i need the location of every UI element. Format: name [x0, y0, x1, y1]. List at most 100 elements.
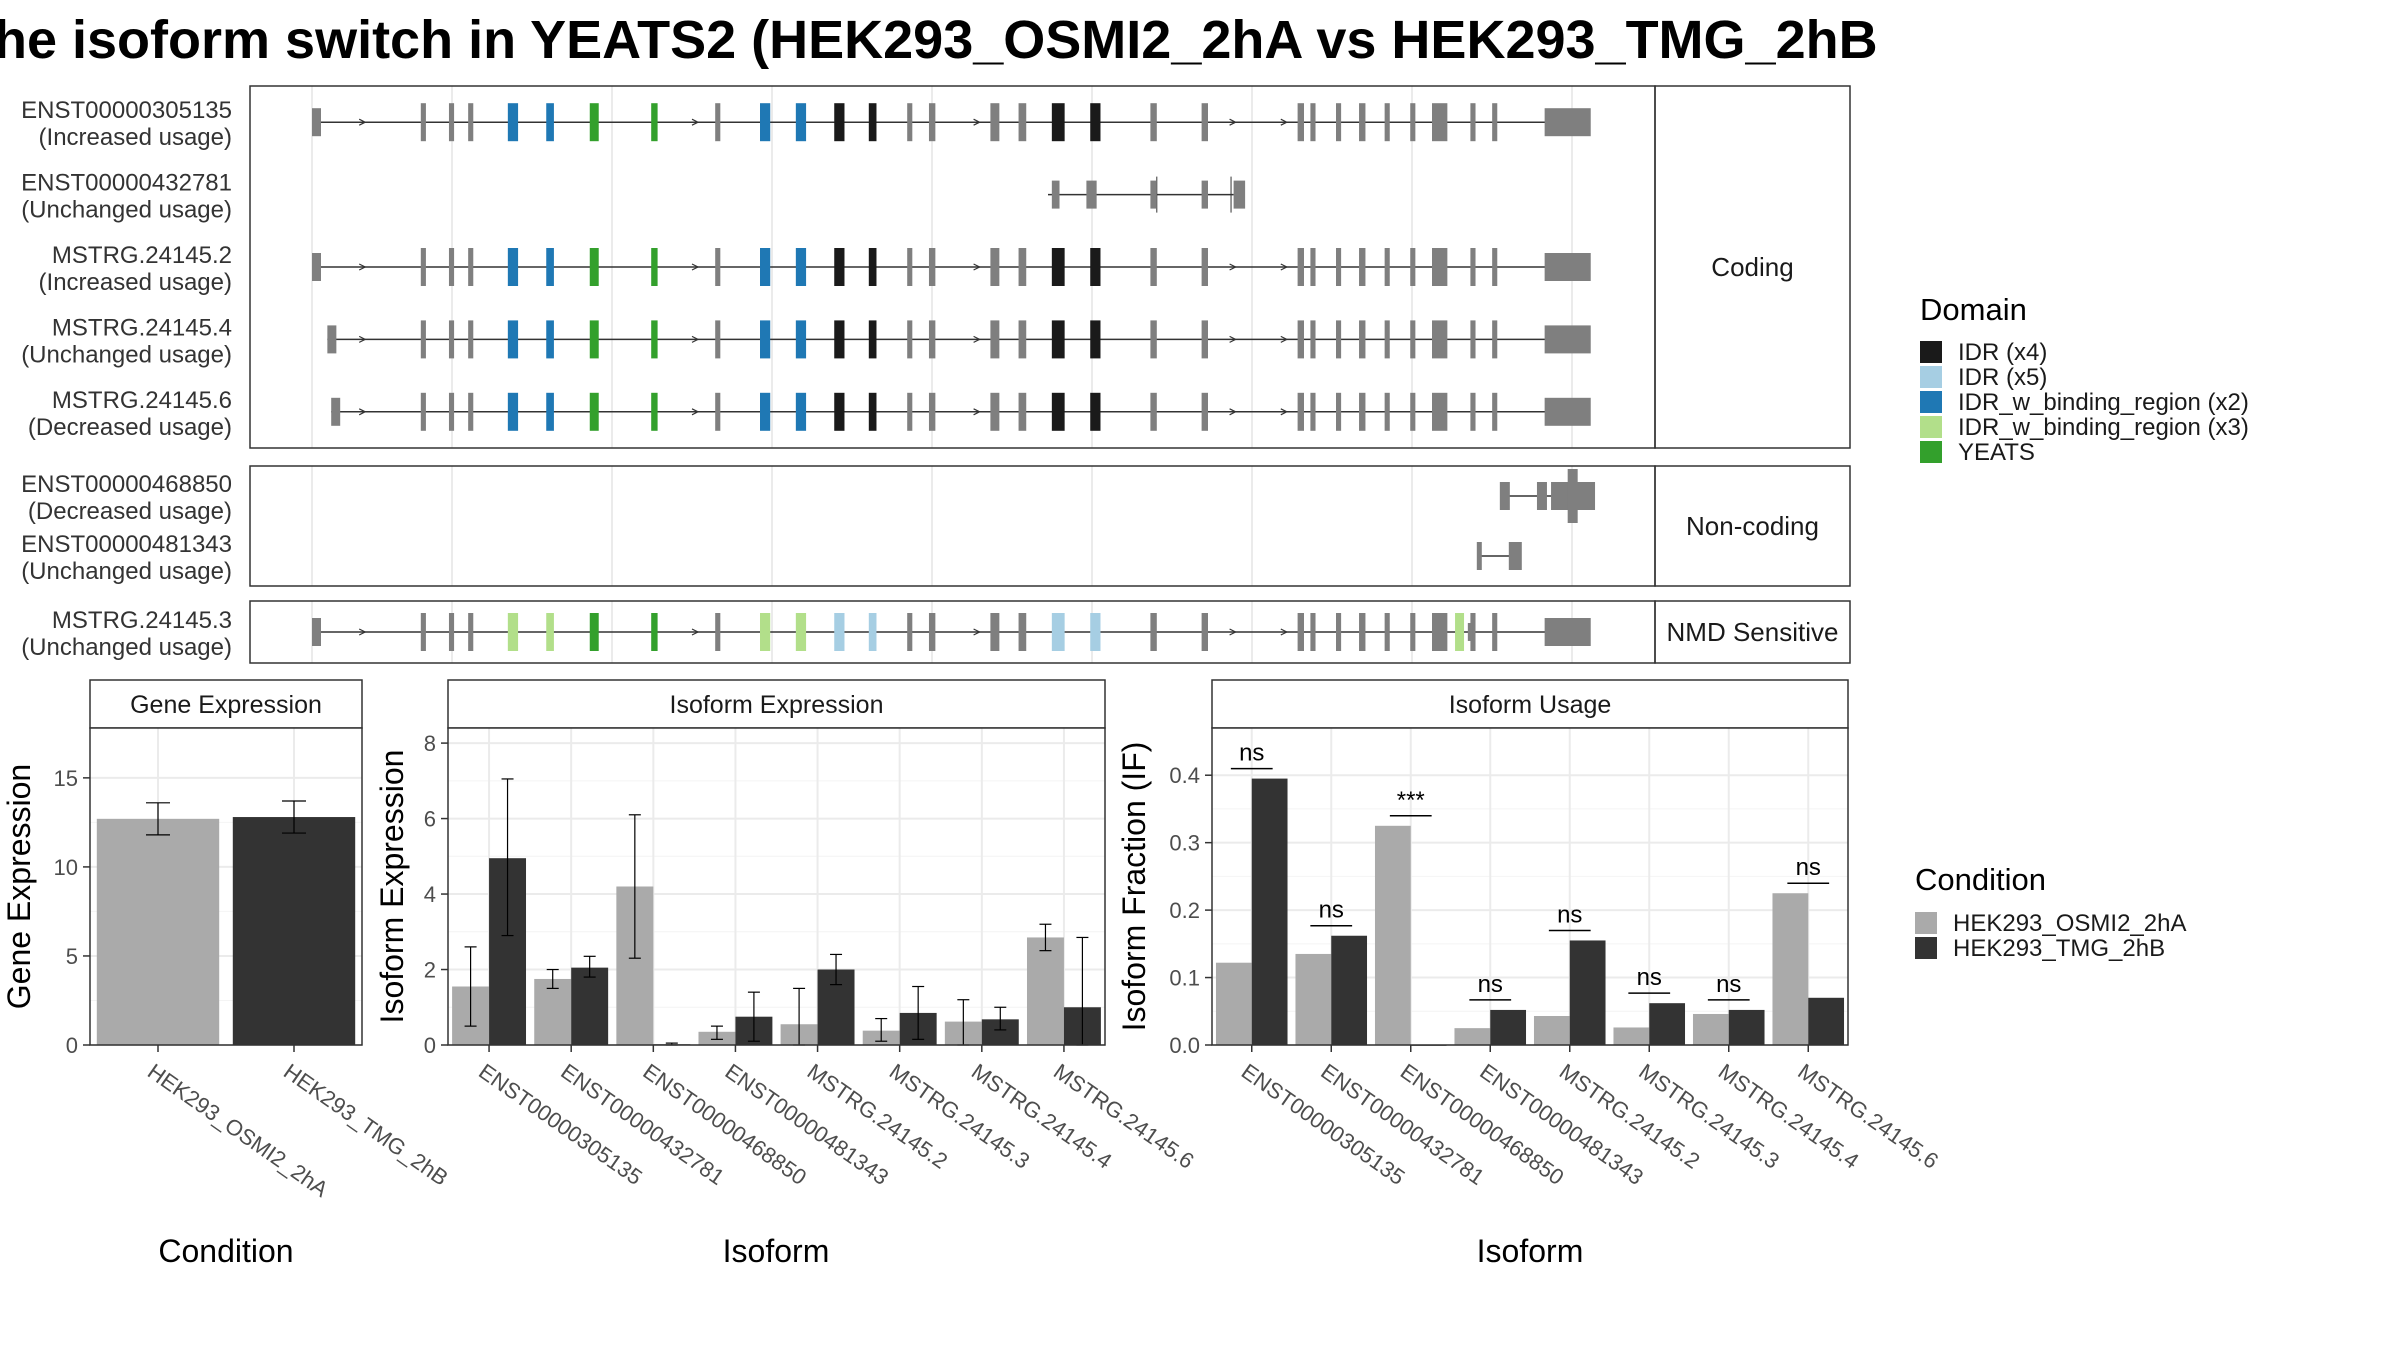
exon: [420, 248, 426, 286]
y-tick-label: 6: [424, 807, 436, 832]
exon: [1051, 248, 1065, 286]
exon: [990, 320, 1000, 359]
transcript-id-label: MSTRG.24145.4: [52, 314, 232, 341]
exon: [1359, 392, 1366, 431]
x-axis-title: Condition: [158, 1233, 293, 1269]
condition-legend-swatch: [1915, 937, 1937, 959]
exon: [907, 103, 913, 142]
exon: [1090, 392, 1101, 431]
exon: [715, 248, 721, 286]
exon: [589, 103, 599, 142]
strand-arrow: [1229, 263, 1237, 271]
exon: [1297, 320, 1304, 359]
transcript-id-label: ENST00000468850: [21, 471, 232, 498]
bar: [1569, 940, 1606, 1045]
exon: [507, 320, 519, 359]
exon: [1467, 623, 1473, 641]
exon: [468, 613, 474, 651]
exon: [1470, 248, 1476, 286]
exon: [468, 103, 474, 142]
exon: [1410, 320, 1416, 359]
exon: [1410, 613, 1416, 651]
condition-legend-label: HEK293_OSMI2_2hA: [1953, 910, 2186, 937]
bar: [1649, 1003, 1686, 1045]
exon: [1201, 248, 1208, 286]
significance-label: ns: [1796, 854, 1821, 881]
exon: [1410, 392, 1416, 431]
transcript-id-label: MSTRG.24145.6: [52, 387, 232, 414]
transcript-id-label: MSTRG.24145.3: [52, 607, 232, 634]
exon: [1150, 320, 1157, 359]
significance-label: ns: [1637, 964, 1662, 991]
exon: [1201, 392, 1208, 431]
domain-legend-swatch: [1920, 341, 1942, 363]
exon: [1336, 613, 1342, 651]
strand-arrow: [1229, 408, 1237, 416]
exon: [795, 392, 807, 431]
transcript-usage-label: (Unchanged usage): [21, 197, 232, 224]
exon: [1150, 248, 1157, 286]
bar: [534, 978, 572, 1045]
exon: [1359, 613, 1366, 651]
exon: [1432, 248, 1448, 286]
exon: [1384, 248, 1390, 286]
exon: [1297, 103, 1304, 142]
exon: [990, 392, 1000, 431]
exon: [1432, 613, 1448, 651]
exon: [1233, 180, 1246, 209]
exon: [1201, 613, 1208, 651]
exon: [928, 392, 936, 431]
exon: [834, 320, 845, 359]
exon: [1470, 103, 1476, 142]
exon: [990, 613, 1000, 651]
facet-strip-box: [1654, 600, 1851, 664]
exon: [1297, 613, 1304, 651]
exon: [312, 618, 321, 646]
facet-label: NMD Sensitive: [1667, 617, 1839, 647]
exon: [1432, 392, 1448, 431]
transcript-model: [312, 613, 1591, 651]
exon: [1090, 103, 1101, 142]
strand-arrow: [973, 263, 981, 271]
exon: [1310, 248, 1316, 286]
strand-arrow: [1280, 408, 1289, 416]
exon: [1384, 613, 1390, 651]
bar: [1533, 1015, 1570, 1045]
exon: [1492, 103, 1498, 142]
condition-legend-swatch: [1915, 912, 1937, 934]
panel-strip: [447, 679, 1106, 729]
exon: [651, 320, 658, 359]
strand-arrow: [1280, 263, 1289, 271]
y-tick-label: 0.3: [1169, 831, 1200, 856]
bar: [1374, 825, 1411, 1045]
strand-arrow: [1280, 335, 1289, 343]
exon: [1336, 248, 1342, 286]
exon: [589, 392, 599, 431]
exon: [1470, 613, 1476, 651]
transcript-id-label: ENST00000481343: [21, 531, 232, 558]
exon: [795, 248, 807, 286]
exon: [868, 613, 877, 651]
exon: [760, 248, 771, 286]
exon: [1544, 325, 1591, 354]
bar: [1808, 997, 1845, 1045]
exon: [928, 103, 936, 142]
transcript-model: [1499, 469, 1596, 523]
exon: [760, 613, 771, 651]
domain-legend-label: IDR_w_binding_region (x2): [1958, 389, 2249, 416]
strand-arrow: [973, 335, 981, 343]
exon: [1499, 482, 1510, 510]
facet-label: Non-coding: [1686, 511, 1819, 541]
y-tick-label: 0.1: [1169, 966, 1200, 991]
figure-title: he isoform switch in YEATS2 (HEK293_OSMI…: [0, 10, 1878, 70]
exon: [1090, 320, 1101, 359]
exon: [1492, 392, 1498, 431]
y-tick-label: 0.2: [1169, 898, 1200, 923]
exon: [327, 325, 337, 354]
exon: [1567, 469, 1578, 523]
exon: [760, 320, 771, 359]
domain-legend-swatch: [1920, 366, 1942, 388]
exon: [468, 248, 474, 286]
strand-arrow: [358, 335, 367, 343]
